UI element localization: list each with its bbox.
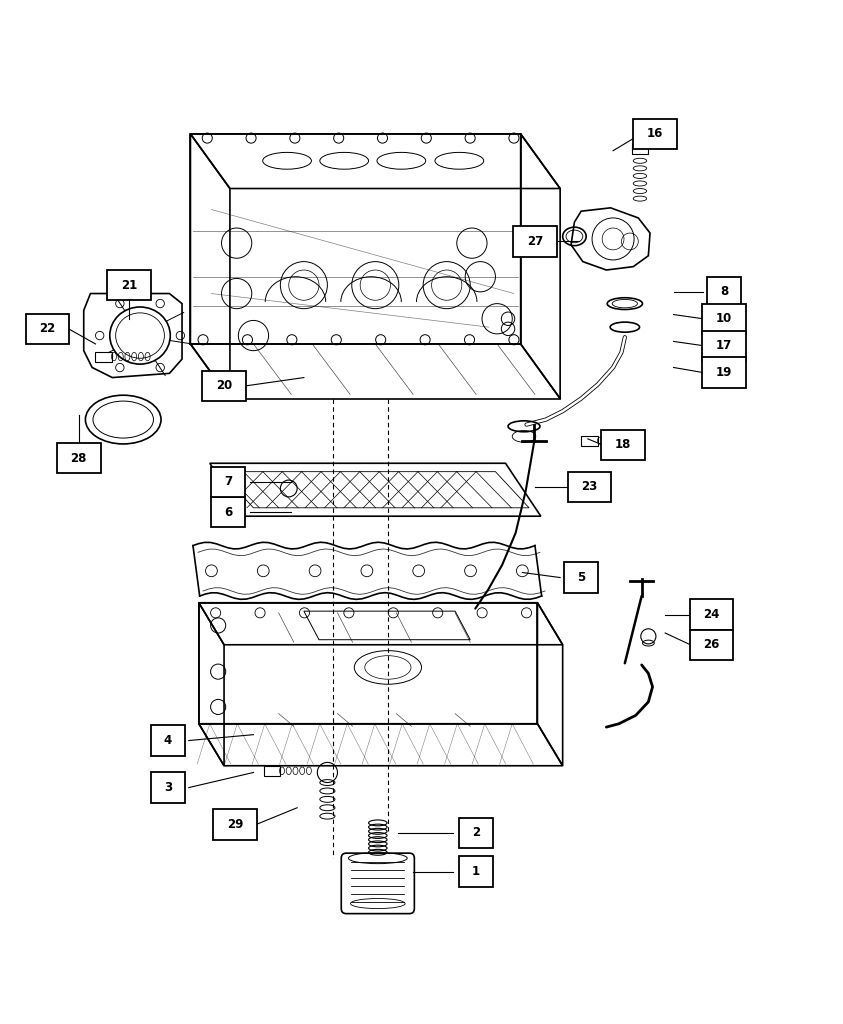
FancyBboxPatch shape <box>601 430 645 460</box>
FancyBboxPatch shape <box>707 276 741 307</box>
Text: 21: 21 <box>121 279 137 292</box>
Text: 18: 18 <box>615 438 631 452</box>
Text: 28: 28 <box>71 452 87 465</box>
FancyBboxPatch shape <box>264 766 281 776</box>
Text: 10: 10 <box>716 312 732 326</box>
FancyBboxPatch shape <box>702 331 746 360</box>
Text: 1: 1 <box>472 865 481 879</box>
FancyBboxPatch shape <box>151 772 185 803</box>
FancyBboxPatch shape <box>702 304 746 334</box>
FancyBboxPatch shape <box>631 144 648 154</box>
FancyBboxPatch shape <box>107 270 151 300</box>
FancyBboxPatch shape <box>459 818 493 848</box>
FancyBboxPatch shape <box>56 443 100 473</box>
Text: 24: 24 <box>703 608 720 621</box>
FancyBboxPatch shape <box>459 856 493 887</box>
FancyBboxPatch shape <box>581 435 598 445</box>
Text: 8: 8 <box>720 286 728 298</box>
FancyBboxPatch shape <box>567 472 611 502</box>
Text: 16: 16 <box>647 127 663 140</box>
FancyBboxPatch shape <box>690 630 733 659</box>
FancyBboxPatch shape <box>202 371 246 401</box>
FancyBboxPatch shape <box>26 313 69 344</box>
FancyBboxPatch shape <box>212 497 245 527</box>
Text: 2: 2 <box>472 826 481 840</box>
Text: 20: 20 <box>216 380 232 392</box>
Text: 29: 29 <box>227 818 243 831</box>
Text: 27: 27 <box>527 234 543 248</box>
FancyBboxPatch shape <box>513 226 556 257</box>
Text: 26: 26 <box>703 638 720 651</box>
FancyBboxPatch shape <box>212 467 245 497</box>
Circle shape <box>641 629 656 644</box>
FancyBboxPatch shape <box>702 357 746 388</box>
FancyBboxPatch shape <box>213 809 257 840</box>
FancyBboxPatch shape <box>151 725 185 756</box>
Text: 3: 3 <box>164 781 172 794</box>
Text: 7: 7 <box>224 475 233 488</box>
FancyBboxPatch shape <box>564 562 598 593</box>
FancyBboxPatch shape <box>95 351 112 361</box>
Text: 4: 4 <box>164 734 172 748</box>
Text: 17: 17 <box>716 339 732 352</box>
Text: 22: 22 <box>40 323 56 335</box>
FancyBboxPatch shape <box>633 119 677 150</box>
Text: 19: 19 <box>716 366 733 379</box>
Text: 23: 23 <box>582 480 598 494</box>
Text: 6: 6 <box>224 506 233 518</box>
Text: 5: 5 <box>577 571 585 584</box>
FancyBboxPatch shape <box>341 853 415 913</box>
FancyBboxPatch shape <box>690 599 733 630</box>
